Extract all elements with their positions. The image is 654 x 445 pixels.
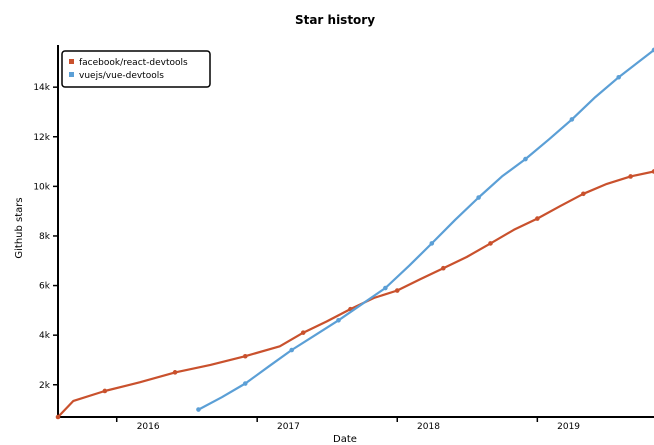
- legend-box: [61, 50, 211, 88]
- y-tick-label: 14k: [33, 83, 50, 93]
- data-point-vue-devtools: [616, 74, 621, 80]
- data-point-vue-devtools: [336, 317, 341, 323]
- data-point-react-devtools: [535, 216, 540, 221]
- data-point-react-devtools: [488, 241, 493, 246]
- data-point-react-devtools: [172, 370, 178, 375]
- legend-swatch-react-devtools: [69, 59, 74, 64]
- y-tick-label: 12k: [33, 133, 50, 143]
- data-point-react-devtools: [441, 265, 446, 271]
- y-tick-label: 6k: [39, 282, 51, 292]
- x-tick-label: 2019: [557, 422, 580, 432]
- data-point-react-devtools: [394, 288, 400, 293]
- y-axis-ticks: 2k 4k 6k 8k 10k 12k 14k: [33, 83, 58, 391]
- series-layer: [55, 47, 654, 420]
- y-tick-label: 10k: [33, 182, 50, 192]
- chart-title: Star history: [295, 13, 375, 27]
- x-axis-label: Date: [333, 434, 357, 445]
- data-point-vue-devtools: [196, 407, 201, 412]
- data-point-vue-devtools: [569, 117, 575, 122]
- data-point-react-devtools: [102, 388, 108, 394]
- legend-swatch-vue-devtools: [69, 72, 74, 77]
- data-point-react-devtools: [242, 353, 248, 359]
- y-tick-label: 4k: [39, 331, 51, 341]
- y-axis-label: Github stars: [14, 197, 25, 258]
- x-tick-label: 2016: [137, 422, 160, 432]
- series-line-vue-devtools: [197, 48, 654, 411]
- data-point-vue-devtools: [651, 47, 654, 53]
- data-point-react-devtools: [628, 174, 633, 179]
- x-tick-label: 2017: [277, 422, 300, 432]
- x-axis-ticks: 2016 2017 2018 2019: [115, 417, 580, 432]
- series-line-react-devtools: [56, 170, 654, 419]
- data-point-vue-devtools: [523, 156, 528, 162]
- y-tick-label: 8k: [39, 232, 51, 242]
- data-point-react-devtools: [581, 191, 586, 197]
- data-point-react-devtools: [651, 169, 654, 174]
- x-tick-label: 2018: [417, 422, 440, 432]
- data-point-vue-devtools: [383, 285, 388, 291]
- data-point-vue-devtools: [289, 347, 295, 353]
- legend: facebook/react-devtools vuejs/vue-devtoo…: [61, 50, 211, 88]
- data-point-react-devtools: [55, 414, 61, 420]
- data-point-react-devtools: [300, 330, 306, 335]
- data-point-vue-devtools: [242, 381, 248, 386]
- legend-label-react-devtools: facebook/react-devtools: [79, 58, 188, 68]
- legend-label-vue-devtools: vuejs/vue-devtools: [79, 71, 164, 81]
- data-point-vue-devtools: [476, 195, 481, 200]
- y-tick-label: 2k: [39, 381, 51, 391]
- data-point-vue-devtools: [429, 241, 435, 246]
